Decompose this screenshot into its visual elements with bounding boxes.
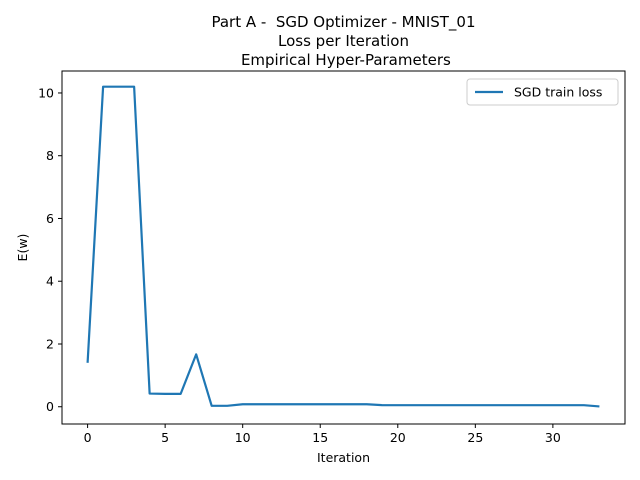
y-axis-label: E(w): [15, 234, 30, 262]
x-tick-label: 0: [84, 430, 92, 445]
title-line: Part A - SGD Optimizer - MNIST_01: [211, 13, 475, 32]
x-tick-label: 10: [235, 430, 251, 445]
legend-box: [466, 78, 619, 106]
plot-area: [61, 70, 626, 425]
y-axis: 0 2 4 6 8 10: [38, 85, 62, 414]
y-tick-label: 6: [46, 211, 54, 226]
legend-label: SGD train loss: [514, 85, 602, 100]
y-tick-label: 4: [46, 274, 54, 289]
y-tick-label: 2: [46, 336, 54, 351]
x-tick-label: 30: [545, 430, 561, 445]
y-tick-label: 8: [46, 148, 54, 163]
y-tick-label: 10: [38, 85, 54, 100]
x-axis: 0 5 10 15 20 25 30: [84, 424, 561, 445]
title-line: Empirical Hyper-Parameters: [236, 51, 451, 69]
x-tick-label: 15: [312, 430, 328, 445]
x-axis-label: Iteration: [317, 450, 370, 465]
legend: SGD train loss: [466, 78, 619, 106]
y-tick-label: 0: [46, 399, 54, 414]
title-line: Loss per Iteration: [278, 32, 409, 50]
series-line: [86, 85, 600, 408]
x-tick-label: 20: [390, 430, 406, 445]
x-tick-label: 5: [161, 430, 169, 445]
x-tick-label: 25: [467, 430, 483, 445]
series-lines: [86, 85, 600, 408]
